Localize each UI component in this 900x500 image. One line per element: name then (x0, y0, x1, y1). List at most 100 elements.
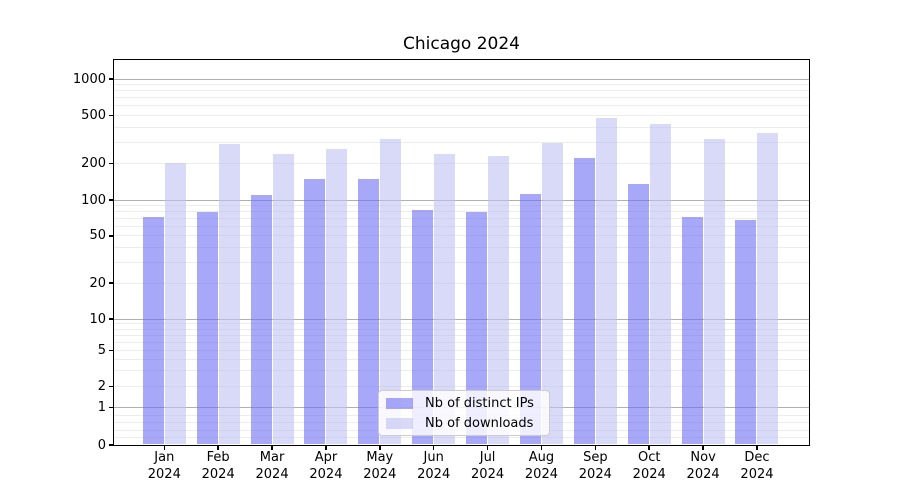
y-tick-label-1000: 1000 (72, 71, 106, 87)
bar-nb-of-downloads-may (380, 138, 402, 445)
y-tick-mark-5 (109, 349, 114, 352)
bar-nb-of-distinct-ips-jul (466, 211, 488, 445)
x-tick-mark-may (379, 445, 381, 450)
x-tick-label-jan: Jan 2024 (147, 450, 181, 482)
x-tick-label-may: May 2024 (363, 450, 397, 482)
bar-nb-of-distinct-ips-feb (196, 211, 218, 445)
bar-nb-of-downloads-jun (434, 154, 456, 445)
y-tick-mark-50 (109, 235, 114, 237)
bar-nb-of-downloads-oct (649, 123, 671, 445)
y-tick-mark-0 (109, 444, 114, 446)
x-tick-mark-mar (271, 445, 273, 450)
x-tick-label-apr: Apr 2024 (309, 450, 343, 482)
y-tick-mark-1 (109, 406, 114, 409)
y-tick-label-500: 500 (81, 107, 106, 123)
x-tick-mark-sep (594, 445, 597, 450)
gridline-minor (114, 126, 809, 128)
gridline-minor (114, 350, 809, 352)
bar-nb-of-distinct-ips-aug (519, 194, 541, 445)
bar-nb-of-downloads-dec (757, 133, 779, 445)
bar-nb-of-downloads-jul (488, 156, 510, 445)
gridline-minor (114, 246, 809, 248)
bar-nb-of-downloads-nov (703, 139, 725, 445)
x-tick-label-jul: Jul 2024 (471, 450, 505, 482)
x-tick-label-aug: Aug 2024 (524, 450, 558, 482)
x-tick-label-sep: Sep 2024 (578, 450, 612, 482)
x-tick-mark-jul (486, 445, 489, 450)
legend-label-downloads: Nb of downloads (425, 415, 534, 431)
x-tick-mark-jun (432, 445, 435, 450)
gridline-minor (114, 114, 809, 116)
bar-nb-of-distinct-ips-sep (573, 158, 595, 445)
y-tick-label-20: 20 (89, 275, 106, 291)
y-tick-mark-200 (109, 162, 114, 165)
y-tick-label-2: 2 (97, 379, 106, 395)
gridline-major (114, 78, 809, 80)
gridline-minor (114, 370, 809, 372)
y-tick-label-0: 0 (97, 437, 106, 453)
legend-label-distinct-ips: Nb of distinct IPs (425, 395, 534, 411)
gridline-minor (114, 386, 809, 388)
y-tick-mark-500 (109, 114, 114, 117)
y-tick-mark-20 (109, 282, 114, 284)
gridline-minor (114, 141, 809, 143)
legend: Nb of distinct IPs Nb of downloads (378, 390, 550, 436)
x-tick-label-oct: Oct 2024 (632, 450, 666, 482)
gridline-minor (114, 261, 809, 263)
x-tick-mark-oct (648, 445, 650, 450)
y-tick-mark-100 (109, 199, 114, 201)
plot-frame (113, 59, 810, 446)
gridline-minor (114, 437, 809, 439)
gridline-minor (114, 105, 809, 107)
y-tick-label-1: 1 (97, 400, 106, 416)
gridline-minor (114, 235, 809, 237)
y-tick-label-100: 100 (81, 192, 106, 208)
bar-nb-of-distinct-ips-jan (142, 216, 164, 445)
bar-nb-of-downloads-sep (595, 117, 617, 445)
y-tick-label-50: 50 (89, 228, 106, 244)
bar-nb-of-distinct-ips-oct (627, 184, 649, 445)
legend-item-distinct-ips: Nb of distinct IPs (386, 395, 549, 411)
x-tick-label-jun: Jun 2024 (417, 450, 451, 482)
gridline-minor (114, 217, 809, 219)
x-tick-label-nov: Nov 2024 (686, 450, 720, 482)
gridline-minor (114, 358, 809, 360)
x-tick-label-dec: Dec 2024 (740, 450, 774, 482)
bar-nb-of-downloads-aug (541, 143, 563, 445)
x-tick-mark-nov (702, 445, 704, 450)
bar-nb-of-downloads-feb (218, 144, 240, 445)
y-tick-mark-2 (109, 385, 114, 388)
gridline-minor (114, 84, 809, 86)
legend-swatch-downloads-icon (386, 417, 413, 429)
x-tick-mark-feb (217, 445, 219, 450)
bar-nb-of-distinct-ips-dec (735, 219, 757, 445)
gridline-minor (114, 90, 809, 92)
bar-nb-of-distinct-ips-apr (304, 179, 326, 445)
legend-swatch-distinct-ips-icon (386, 397, 413, 409)
gridline-minor (114, 97, 809, 99)
gridline-minor (114, 211, 809, 213)
y-tick-label-10: 10 (89, 311, 106, 327)
gridline-minor (114, 282, 809, 284)
gridline-minor (114, 328, 809, 330)
gridline-minor (114, 225, 809, 227)
chart-title: Chicago 2024 (403, 34, 520, 54)
x-tick-mark-dec (756, 445, 758, 450)
bar-nb-of-downloads-apr (326, 149, 348, 445)
bar-nb-of-distinct-ips-jun (412, 209, 434, 445)
gridline-minor (114, 341, 809, 343)
gridline-major (114, 318, 809, 320)
x-tick-mark-jan (163, 445, 166, 450)
bar-nb-of-distinct-ips-nov (681, 216, 703, 445)
x-tick-mark-apr (325, 445, 327, 450)
bar-nb-of-distinct-ips-may (358, 179, 380, 445)
y-tick-label-5: 5 (97, 343, 106, 359)
bar-nb-of-downloads-mar (272, 154, 294, 445)
y-tick-mark-1000 (109, 78, 114, 80)
gridline-major (114, 199, 809, 201)
gridline-minor (114, 204, 809, 206)
x-tick-label-feb: Feb 2024 (201, 450, 235, 482)
gridline-minor (114, 163, 809, 165)
x-tick-mark-aug (540, 445, 543, 450)
